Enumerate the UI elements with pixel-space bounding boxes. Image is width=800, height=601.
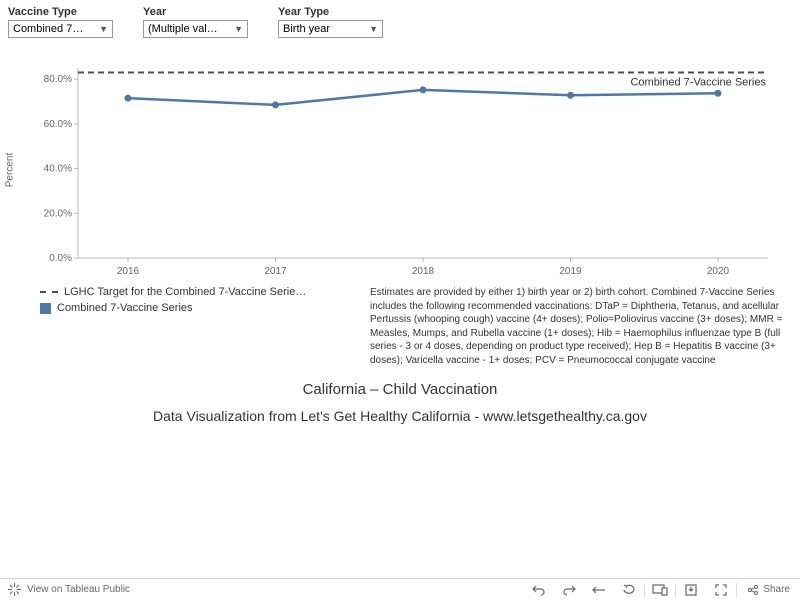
- filter-value: (Multiple val…: [148, 23, 218, 35]
- tableau-logo-icon: [8, 583, 21, 596]
- device-icon: [652, 584, 668, 596]
- legend-series-text: Combined 7-Vaccine Series: [57, 302, 193, 314]
- y-axis-label: Percent: [5, 153, 16, 187]
- filter-label-1: Year: [143, 6, 248, 18]
- series-swatch-icon: [40, 303, 51, 314]
- svg-text:2019: 2019: [559, 266, 582, 277]
- legend-series: Combined 7-Vaccine Series: [40, 302, 350, 314]
- legend-target: LGHC Target for the Combined 7-Vaccine S…: [40, 286, 350, 298]
- svg-text:80.0%: 80.0%: [44, 74, 72, 85]
- svg-text:2016: 2016: [117, 266, 140, 277]
- chevron-down-icon: ▼: [234, 24, 243, 34]
- chevron-down-icon: ▼: [369, 24, 378, 34]
- svg-text:40.0%: 40.0%: [44, 164, 72, 175]
- replay-icon: [592, 584, 606, 596]
- view-on-tableau-label: View on Tableau Public: [27, 584, 130, 595]
- view-on-tableau-button[interactable]: View on Tableau Public: [0, 583, 130, 596]
- caption-title: California – Child Vaccination: [0, 381, 800, 398]
- filter-value: Birth year: [283, 23, 330, 35]
- reset-icon: [622, 584, 636, 596]
- filter-select-0[interactable]: Combined 7… ▼: [8, 20, 113, 38]
- svg-text:20.0%: 20.0%: [44, 208, 72, 219]
- undo-button[interactable]: [524, 579, 554, 601]
- filter-label-2: Year Type: [278, 6, 383, 18]
- share-button[interactable]: Share: [737, 584, 800, 596]
- chevron-down-icon: ▼: [99, 24, 108, 34]
- caption-source: Data Visualization from Let's Get Health…: [0, 408, 800, 424]
- device-button[interactable]: [645, 579, 675, 601]
- filter-select-1[interactable]: (Multiple val… ▼: [143, 20, 248, 38]
- filter-select-2[interactable]: Birth year ▼: [278, 20, 383, 38]
- filter-label-0: Vaccine Type: [8, 6, 113, 18]
- svg-text:0.0%: 0.0%: [49, 253, 72, 264]
- share-label: Share: [763, 584, 790, 595]
- download-icon: [685, 584, 697, 596]
- reset-button[interactable]: [614, 579, 644, 601]
- filter-value: Combined 7…: [13, 23, 83, 35]
- svg-text:60.0%: 60.0%: [44, 119, 72, 130]
- undo-icon: [532, 584, 546, 596]
- fullscreen-icon: [715, 584, 727, 596]
- svg-text:2020: 2020: [707, 266, 730, 277]
- redo-button[interactable]: [554, 579, 584, 601]
- svg-text:2017: 2017: [264, 266, 287, 277]
- dash-swatch-icon: [40, 291, 58, 293]
- download-button[interactable]: [676, 579, 706, 601]
- svg-text:Combined 7-Vaccine Series: Combined 7-Vaccine Series: [630, 76, 766, 88]
- notes-text: Estimates are provided by either 1) birt…: [370, 286, 792, 367]
- replay-button[interactable]: [584, 579, 614, 601]
- vaccination-line-chart: 0.0% 20.0% 40.0% 60.0% 80.0% 2016 2017 2018 2019…: [38, 60, 778, 280]
- fullscreen-button[interactable]: [706, 579, 736, 601]
- svg-text:2018: 2018: [412, 266, 435, 277]
- redo-icon: [562, 584, 576, 596]
- share-icon: [747, 584, 759, 596]
- tableau-toolbar: View on Tableau Public Share: [0, 578, 800, 600]
- legend-target-text: LGHC Target for the Combined 7-Vaccine S…: [64, 286, 306, 298]
